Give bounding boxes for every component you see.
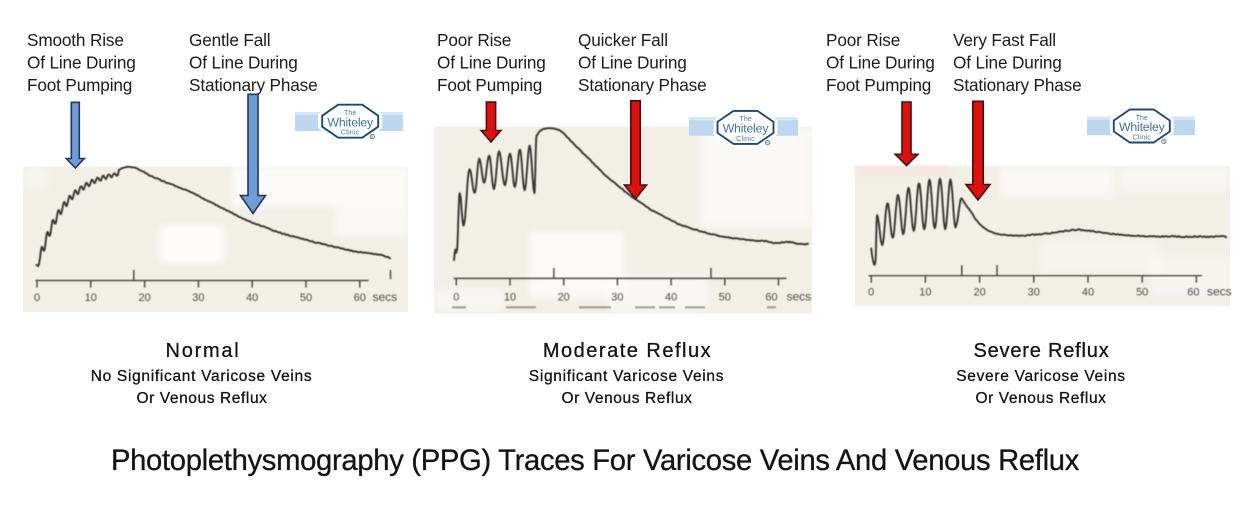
svg-text:Stationary Phase: Stationary Phase xyxy=(578,75,707,95)
svg-text:Moderate Reflux: Moderate Reflux xyxy=(543,340,712,362)
svg-text:50: 50 xyxy=(1136,286,1148,298)
svg-text:Foot Pumping: Foot Pumping xyxy=(437,75,542,95)
svg-text:10: 10 xyxy=(85,292,97,304)
svg-text:R: R xyxy=(766,141,769,145)
svg-text:The: The xyxy=(1136,115,1148,122)
svg-text:Stationary Phase: Stationary Phase xyxy=(189,75,318,95)
svg-text:Normal: Normal xyxy=(166,340,241,362)
svg-text:secs: secs xyxy=(1207,284,1232,298)
svg-text:Foot Pumping: Foot Pumping xyxy=(826,75,931,95)
svg-text:R: R xyxy=(1163,140,1166,144)
svg-text:Severe Reflux: Severe Reflux xyxy=(973,340,1109,362)
svg-text:No Significant Varicose Veins: No Significant Varicose Veins xyxy=(91,368,313,385)
svg-text:40: 40 xyxy=(665,291,677,303)
svg-text:20: 20 xyxy=(973,286,985,298)
svg-text:40: 40 xyxy=(246,292,258,304)
svg-text:60: 60 xyxy=(765,291,777,303)
svg-text:20: 20 xyxy=(138,292,150,304)
svg-text:Smooth Rise: Smooth Rise xyxy=(27,30,124,50)
svg-text:Or Venous Reflux: Or Venous Reflux xyxy=(136,390,267,407)
svg-text:Of Line During: Of Line During xyxy=(953,53,1062,73)
svg-text:Of Line During: Of Line During xyxy=(578,53,687,73)
svg-text:0: 0 xyxy=(453,291,459,303)
svg-text:50: 50 xyxy=(719,291,731,303)
svg-text:0: 0 xyxy=(868,286,874,298)
svg-text:R: R xyxy=(371,135,374,139)
svg-text:Gentle Fall: Gentle Fall xyxy=(189,30,270,50)
svg-text:Very Fast Fall: Very Fast Fall xyxy=(953,30,1056,50)
svg-text:10: 10 xyxy=(504,291,516,303)
svg-text:Or Venous Reflux: Or Venous Reflux xyxy=(975,390,1106,407)
svg-text:The: The xyxy=(344,110,356,117)
svg-text:Quicker Fall: Quicker Fall xyxy=(578,30,668,50)
svg-text:20: 20 xyxy=(558,291,570,303)
svg-text:The: The xyxy=(739,116,751,123)
svg-text:Of Line During: Of Line During xyxy=(27,53,136,73)
svg-text:Photoplethysmography (PPG) Tra: Photoplethysmography (PPG) Traces For Va… xyxy=(111,445,1080,477)
svg-text:Stationary Phase: Stationary Phase xyxy=(953,75,1082,95)
svg-text:10: 10 xyxy=(919,286,931,298)
svg-text:Of Line During: Of Line During xyxy=(826,53,935,73)
svg-text:30: 30 xyxy=(1028,286,1040,298)
svg-text:50: 50 xyxy=(300,292,312,304)
svg-text:Poor Rise: Poor Rise xyxy=(437,30,511,50)
svg-text:Clinic: Clinic xyxy=(341,128,360,137)
svg-text:60: 60 xyxy=(354,292,366,304)
svg-text:Poor Rise: Poor Rise xyxy=(826,30,900,50)
svg-text:Severe Varicose Veins: Severe Varicose Veins xyxy=(956,368,1126,385)
svg-text:Clinic: Clinic xyxy=(1132,132,1151,141)
svg-text:secs: secs xyxy=(787,289,812,303)
svg-text:Whiteley: Whiteley xyxy=(327,115,374,129)
svg-text:Or Venous Reflux: Or Venous Reflux xyxy=(561,390,692,407)
svg-text:Clinic: Clinic xyxy=(736,134,755,143)
svg-text:Of Line During: Of Line During xyxy=(437,53,546,73)
svg-text:60: 60 xyxy=(1187,286,1199,298)
svg-text:40: 40 xyxy=(1082,286,1094,298)
svg-text:Foot Pumping: Foot Pumping xyxy=(27,75,132,95)
svg-text:Whiteley: Whiteley xyxy=(723,122,770,136)
svg-text:secs: secs xyxy=(373,290,398,304)
svg-text:30: 30 xyxy=(192,292,204,304)
svg-text:Significant Varicose Veins: Significant Varicose Veins xyxy=(529,368,724,385)
svg-text:Of Line During: Of Line During xyxy=(189,53,298,73)
svg-text:0: 0 xyxy=(34,292,40,304)
svg-text:Whiteley: Whiteley xyxy=(1119,120,1166,134)
svg-text:30: 30 xyxy=(611,291,623,303)
